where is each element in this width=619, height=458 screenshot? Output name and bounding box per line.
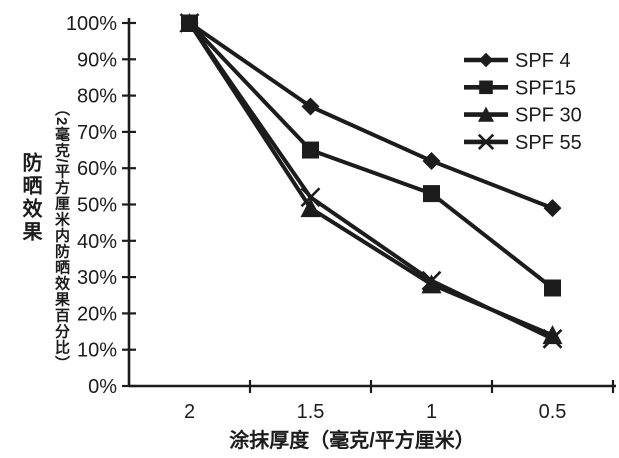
y-tick-label: 10% — [77, 340, 117, 362]
y-tick-label: 60% — [77, 158, 117, 180]
marker-x-icon — [300, 187, 321, 208]
marker-triangle-icon — [300, 198, 321, 218]
x-tick-label: 2 — [184, 401, 195, 423]
marker-diamond-icon — [478, 52, 494, 68]
y-tick-label: 100% — [66, 13, 117, 35]
series-line-spf-55 — [187, 21, 554, 341]
legend-label: SPF 55 — [515, 132, 582, 154]
marker-triangle-icon — [421, 274, 442, 294]
y-tick-label: 90% — [77, 49, 117, 71]
legend-item-spf-55: SPF 55 — [464, 132, 582, 154]
x-axis-title: 涂抹厚度（毫克/平方厘米） — [229, 430, 475, 452]
series-line-spf-30 — [187, 21, 554, 338]
marker-x-icon — [421, 270, 442, 291]
legend-item-spf-4: SPF 4 — [464, 50, 571, 72]
series-line-spf15 — [188, 21, 554, 290]
y-tick-label: 30% — [77, 267, 117, 289]
y-tick-label: 20% — [77, 303, 117, 325]
y-axis-title: 防晒效果 — [19, 152, 41, 244]
marker-square-icon — [479, 80, 493, 95]
marker-x-icon — [477, 133, 495, 151]
marker-diamond-icon — [422, 151, 441, 170]
x-tick-label: 0.5 — [539, 401, 567, 423]
legend-label: SPF 30 — [515, 105, 582, 127]
marker-x-icon — [542, 328, 563, 349]
legend-item-spf-30: SPF 30 — [464, 105, 582, 127]
marker-triangle-icon — [478, 106, 494, 122]
x-tick-label: 1 — [426, 401, 437, 423]
series-line-spf-4 — [188, 21, 554, 210]
y-axis-subtitle: （2毫克/平方厘米内防晒效果百分比） — [53, 101, 70, 372]
legend-label: SPF 4 — [515, 50, 571, 72]
marker-x-icon — [179, 13, 200, 33]
marker-square-icon — [423, 185, 440, 203]
marker-diamond-icon — [301, 97, 320, 116]
y-tick-label: 0% — [88, 376, 117, 398]
marker-square-icon — [302, 141, 319, 159]
x-tick-label: 1.5 — [297, 401, 325, 423]
y-tick-label: 40% — [77, 231, 117, 253]
y-tick-label: 80% — [77, 86, 117, 108]
marker-square-icon — [544, 279, 561, 297]
marker-triangle-icon — [542, 325, 563, 345]
y-tick-label: 50% — [77, 195, 117, 217]
legend-label: SPF15 — [515, 77, 576, 99]
marker-diamond-icon — [543, 199, 562, 218]
legend-item-spf15: SPF15 — [464, 77, 576, 99]
y-tick-label: 70% — [77, 122, 117, 144]
